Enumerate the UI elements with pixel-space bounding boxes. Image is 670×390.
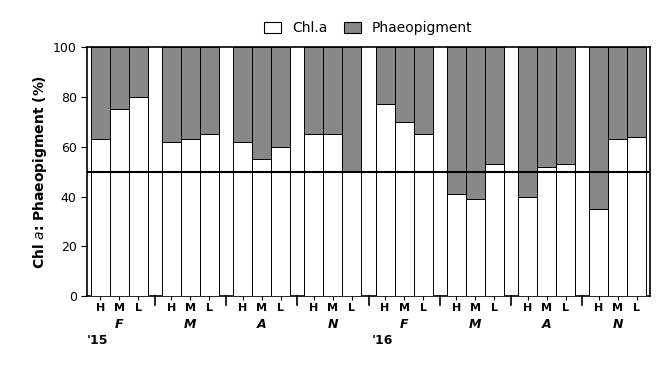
Bar [537, 167, 556, 296]
Text: F: F [115, 317, 123, 331]
Bar [90, 47, 110, 139]
Bar [342, 47, 361, 172]
Bar [537, 47, 556, 167]
Bar [608, 47, 627, 139]
Bar [324, 134, 342, 296]
Bar [252, 159, 271, 296]
Bar [376, 104, 395, 296]
Bar [608, 139, 627, 296]
Bar [110, 47, 129, 109]
Bar [395, 47, 413, 122]
Bar [413, 47, 433, 134]
Bar [466, 199, 485, 296]
Bar [90, 139, 110, 296]
Bar [447, 194, 466, 296]
Text: M: M [469, 317, 482, 331]
Bar [413, 134, 433, 296]
Text: N: N [328, 317, 338, 331]
Bar [181, 139, 200, 296]
Bar [271, 147, 290, 296]
Bar [627, 47, 647, 136]
Bar [129, 97, 147, 296]
Text: A: A [542, 317, 551, 331]
Text: '16: '16 [372, 334, 393, 347]
Text: N: N [612, 317, 623, 331]
Bar [304, 47, 324, 134]
Text: M: M [184, 317, 197, 331]
Bar [376, 47, 395, 104]
Bar [324, 47, 342, 134]
Bar [518, 47, 537, 197]
Text: '15: '15 [87, 334, 109, 347]
Bar [556, 164, 575, 296]
Bar [200, 134, 219, 296]
Bar [252, 47, 271, 159]
Bar [181, 47, 200, 139]
Bar [162, 142, 181, 296]
Bar [466, 47, 485, 199]
Legend: Chl.a, Phaeopigment: Chl.a, Phaeopigment [265, 21, 472, 35]
Bar [485, 47, 504, 164]
Bar [447, 47, 466, 194]
Bar [271, 47, 290, 147]
Y-axis label: Chl $a$: Phaeopigment (%): Chl $a$: Phaeopigment (%) [31, 74, 49, 269]
Bar [342, 172, 361, 296]
Bar [304, 134, 324, 296]
Bar [200, 47, 219, 134]
Bar [485, 164, 504, 296]
Bar [129, 47, 147, 97]
Bar [590, 47, 608, 209]
Bar [590, 209, 608, 296]
Text: A: A [257, 317, 267, 331]
Text: F: F [400, 317, 409, 331]
Bar [233, 47, 252, 142]
Bar [395, 122, 413, 296]
Bar [162, 47, 181, 142]
Bar [110, 109, 129, 296]
Bar [518, 197, 537, 296]
Bar [627, 136, 647, 296]
Bar [233, 142, 252, 296]
Bar [556, 47, 575, 164]
